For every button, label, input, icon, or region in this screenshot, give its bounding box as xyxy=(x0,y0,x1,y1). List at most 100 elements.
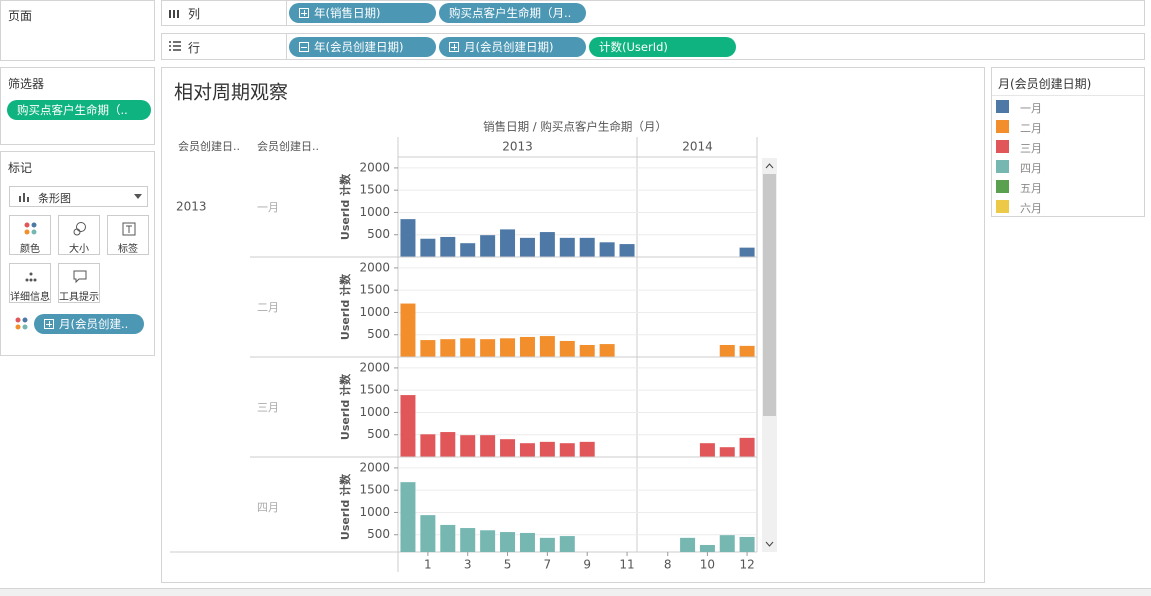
legend-item[interactable]: 六月 xyxy=(996,200,1136,216)
pill-label: 年(会员创建日期) xyxy=(314,40,404,54)
size-button[interactable]: 大小 xyxy=(58,215,100,255)
bar xyxy=(500,338,516,357)
bar xyxy=(680,537,696,552)
y-tick-label: 500 xyxy=(367,327,390,341)
y-axis-label: UserId 计数 xyxy=(338,373,352,440)
column-pill[interactable]: 购买点客户生命期（月.. xyxy=(439,3,586,23)
column-header: 2013 xyxy=(502,140,533,154)
column-header: 2014 xyxy=(682,140,713,154)
shelf-label: 列 xyxy=(188,7,201,21)
row-pill[interactable]: 月(会员创建日期) xyxy=(439,37,586,57)
bar xyxy=(539,441,555,457)
x-tick-label: 7 xyxy=(544,558,552,572)
row-pill[interactable]: 计数(UserId) xyxy=(589,37,736,57)
y-tick-label: 500 xyxy=(367,527,390,541)
column-pill[interactable]: 年(销售日期) xyxy=(289,3,436,23)
legend-label: 三月 xyxy=(1020,142,1042,155)
bar xyxy=(599,242,615,257)
legend-swatch xyxy=(996,100,1009,113)
color-button[interactable]: 颜色 xyxy=(9,215,51,255)
bar xyxy=(500,439,516,457)
bar xyxy=(440,524,456,552)
bar xyxy=(400,219,416,257)
scroll-down[interactable] xyxy=(765,541,774,547)
y-tick-label: 1500 xyxy=(359,283,390,297)
legend-item[interactable]: 二月 xyxy=(996,120,1136,136)
tab-bar xyxy=(0,588,1151,596)
bar xyxy=(420,340,436,357)
bar xyxy=(420,434,436,457)
columns-shelf: 列 年(销售日期) 购买点客户生命期（月.. xyxy=(161,0,1145,26)
bar xyxy=(519,532,535,552)
y-tick-label: 1000 xyxy=(359,505,390,519)
bar xyxy=(440,432,456,457)
y-tick-label: 1000 xyxy=(359,405,390,419)
rows-shelf: 行 年(会员创建日期) 月(会员创建日期) 计数(UserId) xyxy=(161,33,1145,60)
legend: 月(会员创建日期) 一月 二月 三月 四月 五月 六月 xyxy=(991,67,1145,217)
scroll-up[interactable] xyxy=(765,163,774,169)
legend-item[interactable]: 四月 xyxy=(996,160,1136,176)
x-tick-label: 12 xyxy=(739,558,754,572)
button-label: 颜色 xyxy=(20,244,40,255)
legend-swatch xyxy=(996,160,1009,173)
bar xyxy=(400,395,416,457)
bar xyxy=(400,303,416,357)
columns-icon xyxy=(169,10,179,18)
x-tick-label: 1 xyxy=(424,558,432,572)
dropdown-arrow xyxy=(134,194,142,199)
row-month-label: 三月 xyxy=(257,401,279,414)
rows-icon xyxy=(169,41,181,51)
bar xyxy=(500,229,516,257)
x-tick-label: 3 xyxy=(464,558,472,572)
mark-type-dropdown[interactable]: 条形图 xyxy=(9,186,148,207)
x-tick-label: 10 xyxy=(700,558,715,572)
detail-button[interactable]: 详细信息 xyxy=(9,263,51,303)
y-axis-label: UserId 计数 xyxy=(338,273,352,340)
marks-pill[interactable]: 月(会员创建.. xyxy=(34,314,144,334)
tooltip-button[interactable]: 工具提示 xyxy=(58,263,100,303)
bar xyxy=(579,237,595,257)
y-tick-label: 2000 xyxy=(359,460,390,474)
bar xyxy=(420,238,436,257)
pill-label: 月(会员创建日期) xyxy=(464,40,554,54)
legend-item[interactable]: 三月 xyxy=(996,140,1136,156)
x-tick-label: 11 xyxy=(619,558,634,572)
legend-item[interactable]: 五月 xyxy=(996,180,1136,196)
label-button[interactable]: 标签 xyxy=(107,215,149,255)
y-axis-label: UserId 计数 xyxy=(338,473,352,540)
card-title: 页面 xyxy=(8,9,33,23)
button-label: 工具提示 xyxy=(59,292,99,303)
chart-title: 相对周期观察 xyxy=(174,82,288,104)
row-month-label: 二月 xyxy=(257,301,279,314)
row-year: 2013 xyxy=(176,200,207,214)
bar-icon xyxy=(19,193,29,202)
legend-label: 四月 xyxy=(1020,162,1042,175)
worksheet: 相对周期观察 销售日期 / 购买点客户生命期（月） 会员创建日.. 会员创建日.… xyxy=(161,67,985,583)
shelf-label: 行 xyxy=(188,41,201,55)
bar xyxy=(480,235,496,257)
filter-pill[interactable]: 购买点客户生命期（.. xyxy=(7,100,151,120)
bar xyxy=(460,435,476,457)
bar xyxy=(460,338,476,357)
x-tick-label: 9 xyxy=(583,558,591,572)
row-pill[interactable]: 年(会员创建日期) xyxy=(289,37,436,57)
bar xyxy=(440,339,456,357)
bar xyxy=(539,232,555,257)
bar xyxy=(500,532,516,552)
legend-label: 五月 xyxy=(1020,182,1042,195)
bar xyxy=(739,247,755,257)
bar xyxy=(719,535,735,552)
marks-card: 标记 条形图 颜色 大小 标签 详细信息 工具提示 月(会员创建.. xyxy=(0,151,155,356)
legend-swatch xyxy=(996,120,1009,133)
y-tick-label: 1000 xyxy=(359,305,390,319)
bar xyxy=(519,336,535,357)
button-label: 大小 xyxy=(69,244,89,255)
bar xyxy=(480,339,496,357)
y-tick-label: 500 xyxy=(367,227,390,241)
bar xyxy=(460,528,476,552)
legend-item[interactable]: 一月 xyxy=(996,100,1136,116)
bar xyxy=(480,530,496,552)
scrollbar-thumb[interactable] xyxy=(763,174,776,416)
bar xyxy=(460,243,476,257)
